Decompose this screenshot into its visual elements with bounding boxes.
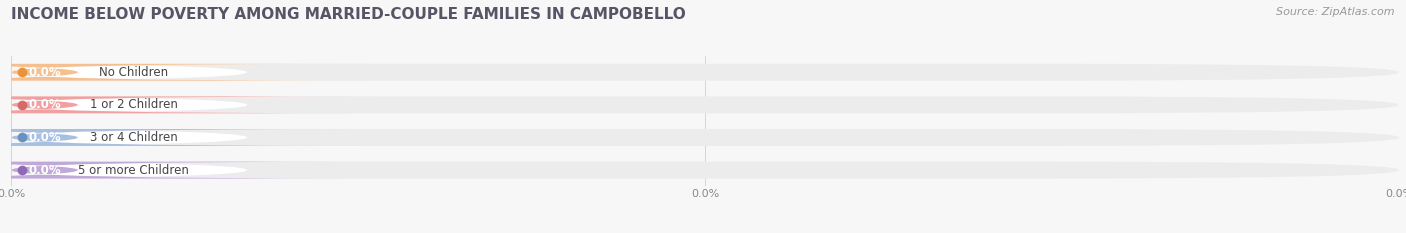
FancyBboxPatch shape [0, 162, 373, 178]
FancyBboxPatch shape [0, 129, 373, 146]
FancyBboxPatch shape [11, 96, 1399, 113]
Text: Source: ZipAtlas.com: Source: ZipAtlas.com [1277, 7, 1395, 17]
Text: 3 or 4 Children: 3 or 4 Children [90, 131, 177, 144]
FancyBboxPatch shape [11, 129, 1399, 146]
Text: 0.0%: 0.0% [28, 98, 60, 111]
FancyBboxPatch shape [11, 162, 1399, 178]
Text: No Children: No Children [100, 66, 169, 79]
Text: 0.0%: 0.0% [28, 66, 60, 79]
FancyBboxPatch shape [0, 129, 373, 146]
Text: 1 or 2 Children: 1 or 2 Children [90, 98, 179, 111]
FancyBboxPatch shape [0, 96, 373, 113]
Text: INCOME BELOW POVERTY AMONG MARRIED-COUPLE FAMILIES IN CAMPOBELLO: INCOME BELOW POVERTY AMONG MARRIED-COUPL… [11, 7, 686, 22]
FancyBboxPatch shape [0, 64, 373, 81]
Text: 0.0%: 0.0% [28, 131, 60, 144]
Text: 5 or more Children: 5 or more Children [79, 164, 190, 177]
FancyBboxPatch shape [11, 64, 1399, 81]
FancyBboxPatch shape [0, 162, 373, 178]
Text: 0.0%: 0.0% [28, 164, 60, 177]
FancyBboxPatch shape [0, 64, 373, 81]
FancyBboxPatch shape [0, 96, 373, 113]
